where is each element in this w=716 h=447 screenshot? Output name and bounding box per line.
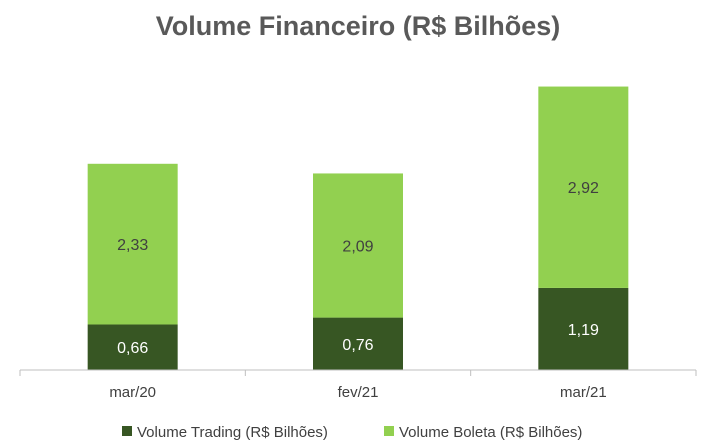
x-tick-label-0: mar/20 <box>109 384 156 401</box>
bar-boleta-1 <box>313 173 403 318</box>
chart-title: Volume Financeiro (R$ Bilhões) <box>156 11 561 41</box>
data-labels-layer: 0,66 2,33 0,76 2,09 1,19 2,92 <box>117 180 599 357</box>
bars-layer <box>87 86 629 370</box>
legend-label-boleta: Volume Boleta (R$ Bilhões) <box>399 424 582 441</box>
x-tick-label-1: fev/21 <box>338 384 379 401</box>
legend-swatch-boleta <box>384 426 394 436</box>
data-label-boleta-2: 2,92 <box>568 180 599 197</box>
bar-boleta-0 <box>87 163 178 325</box>
data-label-trading-0: 0,66 <box>117 340 148 357</box>
bar-trading-0 <box>87 324 178 370</box>
bar-trading-2 <box>538 287 629 370</box>
legend-label-trading: Volume Trading (R$ Bilhões) <box>137 424 328 441</box>
bar-boleta-2 <box>538 86 629 288</box>
legend: Volume Trading (R$ Bilhões) Volume Boleta… <box>122 424 582 441</box>
data-label-trading-2: 1,19 <box>568 322 599 339</box>
data-label-trading-1: 0,76 <box>342 337 373 354</box>
x-axis <box>19 369 697 376</box>
data-label-boleta-0: 2,33 <box>117 237 148 254</box>
x-tick-labels: mar/20 fev/21 mar/21 <box>109 384 606 401</box>
data-label-boleta-1: 2,09 <box>342 239 373 256</box>
legend-swatch-trading <box>122 426 132 436</box>
x-tick-label-2: mar/21 <box>560 384 607 401</box>
bar-trading-1 <box>313 317 403 370</box>
